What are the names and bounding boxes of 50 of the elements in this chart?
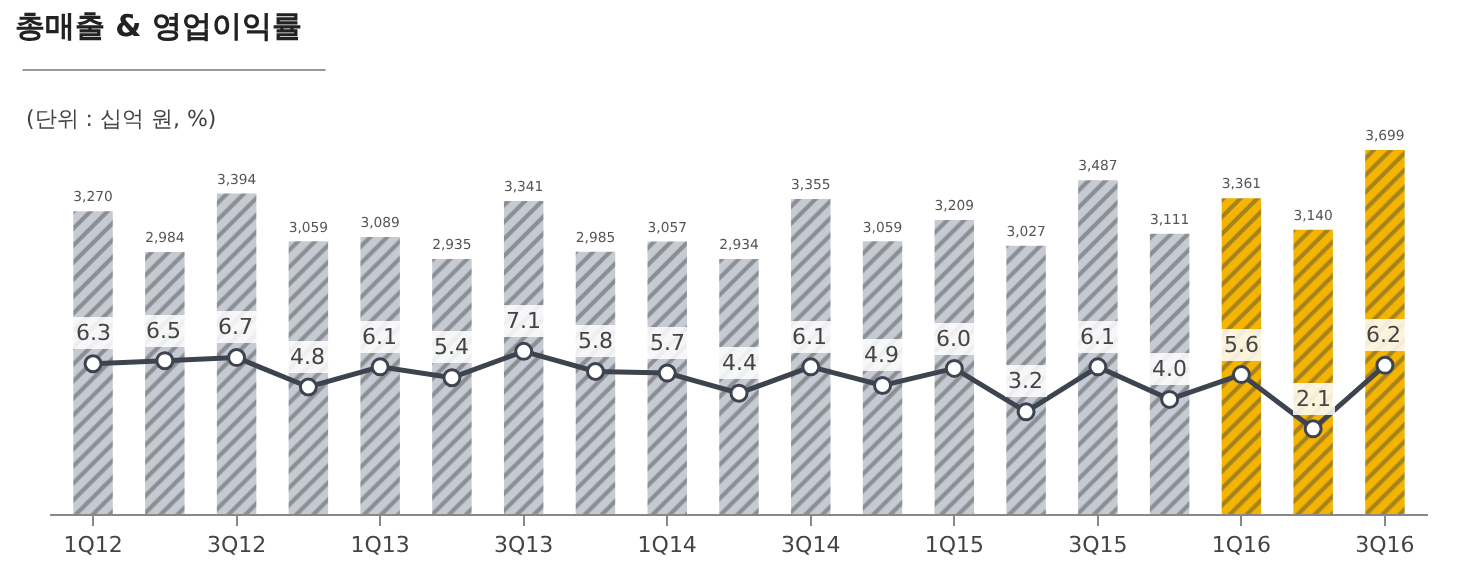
data-label: 6.1 <box>362 324 397 350</box>
data-label: 5.6 <box>1224 332 1259 358</box>
data-label: 4.9 <box>864 342 899 368</box>
x-tick-label: 1Q16 <box>1211 532 1272 559</box>
data-label: 7.1 <box>506 308 541 334</box>
x-tick-label: 3Q16 <box>1355 532 1415 559</box>
x-tick-label: 1Q12 <box>63 532 123 559</box>
data-label: 3.2 <box>1008 368 1043 394</box>
point <box>370 357 390 377</box>
data-label: 2.1 <box>1296 386 1331 412</box>
x-tick-label: 1Q13 <box>350 532 410 559</box>
point <box>873 375 893 395</box>
x-tick-label: 3Q12 <box>206 532 267 559</box>
data-label: 6.1 <box>1080 324 1115 350</box>
point <box>1160 389 1180 409</box>
x-tick-label: 3Q15 <box>1068 532 1128 559</box>
data-label: 6.3 <box>76 320 111 346</box>
point <box>729 383 749 403</box>
data-label: 4.0 <box>1152 356 1187 382</box>
data-label: 6.0 <box>936 326 971 352</box>
point <box>944 358 964 378</box>
point <box>1016 402 1036 422</box>
chart-subtitle: (단위 : 십억 원, %) <box>26 106 217 132</box>
x-tick-label: 3Q13 <box>494 532 554 559</box>
x-tick-label: 3Q14 <box>781 532 841 559</box>
point <box>155 351 175 371</box>
data-label: 6.1 <box>792 324 827 350</box>
point <box>514 341 534 361</box>
point <box>83 354 103 374</box>
point <box>1303 419 1323 439</box>
point <box>657 363 677 383</box>
data-label: 4.8 <box>290 344 325 370</box>
data-label: 5.4 <box>434 334 469 360</box>
data-label: 6.7 <box>218 314 253 340</box>
point <box>585 362 605 381</box>
point <box>1375 355 1395 375</box>
data-label: 4.4 <box>722 350 757 376</box>
data-label: 6.5 <box>146 318 181 344</box>
point <box>1088 357 1108 377</box>
data-label: 6.2 <box>1366 322 1401 348</box>
point <box>801 357 821 377</box>
point <box>298 377 318 397</box>
x-tick-label: 1Q15 <box>924 532 984 559</box>
point <box>442 368 462 388</box>
point <box>1231 365 1251 385</box>
chart-title: 총매출 & 영업이익률 <box>14 7 302 44</box>
point <box>227 348 247 368</box>
data-label: 5.7 <box>650 330 685 356</box>
x-tick-label: 1Q14 <box>637 532 697 559</box>
data-label: 5.8 <box>578 328 613 354</box>
